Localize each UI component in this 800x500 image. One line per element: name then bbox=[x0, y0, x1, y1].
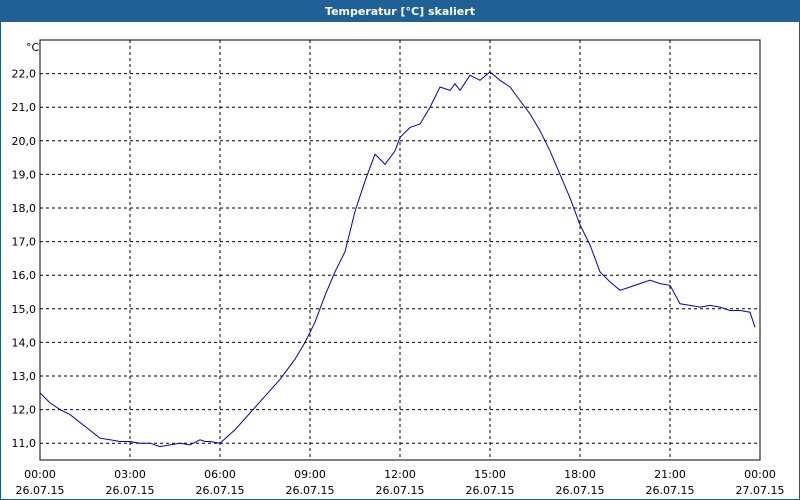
y-tick-label: 14,0 bbox=[12, 336, 37, 349]
x-tick-date-label: 26.07.15 bbox=[646, 484, 695, 497]
x-tick-date-label: 26.07.15 bbox=[106, 484, 155, 497]
plot-area-border bbox=[39, 39, 761, 461]
x-tick-time-label: 15:00 bbox=[474, 468, 506, 481]
chart-title: Temperatur [°C] skaliert bbox=[0, 0, 800, 22]
y-tick-label: 17,0 bbox=[12, 236, 37, 249]
y-tick-label: 15,0 bbox=[12, 303, 37, 316]
y-axis-ticks: 22,0 21,0 20,0 19,0 18,0 17,0 16,0 15,0 14,0 13,0… bbox=[12, 68, 37, 451]
y-tick-label: 20,0 bbox=[12, 135, 37, 148]
x-tick-time-label: 06:00 bbox=[204, 468, 236, 481]
y-tick-label: 22,0 bbox=[12, 68, 37, 81]
y-tick-label: 16,0 bbox=[12, 269, 37, 282]
x-axis-ticks: 00:00 26.07.15 03:00 26.07.15 06:00 26.07.15 0… bbox=[16, 468, 785, 497]
y-tick-label: 19,0 bbox=[12, 168, 37, 181]
x-tick-date-label: 26.07.15 bbox=[286, 484, 335, 497]
y-tick-label: 12,0 bbox=[12, 404, 37, 417]
y-axis-unit-label: °C bbox=[26, 41, 40, 54]
temperature-series-line bbox=[39, 71, 756, 448]
chart-grid bbox=[40, 40, 760, 460]
x-tick-date-label: 26.07.15 bbox=[16, 484, 65, 497]
y-tick-label: 11,0 bbox=[12, 437, 37, 450]
y-tick-label: 13,0 bbox=[12, 370, 37, 383]
y-tick-label: 18,0 bbox=[12, 202, 37, 215]
x-tick-date-label: 26.07.15 bbox=[196, 484, 245, 497]
x-tick-time-label: 21:00 bbox=[654, 468, 686, 481]
x-tick-time-label: 00:00 bbox=[744, 468, 776, 481]
x-tick-time-label: 03:00 bbox=[114, 468, 146, 481]
x-tick-date-label: 26.07.15 bbox=[466, 484, 515, 497]
x-tick-date-label: 26.07.15 bbox=[556, 484, 605, 497]
x-tick-time-label: 18:00 bbox=[564, 468, 596, 481]
y-tick-label: 21,0 bbox=[12, 101, 37, 114]
x-tick-time-label: 09:00 bbox=[294, 468, 326, 481]
x-tick-date-label: 27.07.15 bbox=[736, 484, 785, 497]
x-tick-date-label: 26.07.15 bbox=[376, 484, 425, 497]
x-tick-time-label: 12:00 bbox=[384, 468, 416, 481]
x-tick-time-label: 00:00 bbox=[24, 468, 56, 481]
